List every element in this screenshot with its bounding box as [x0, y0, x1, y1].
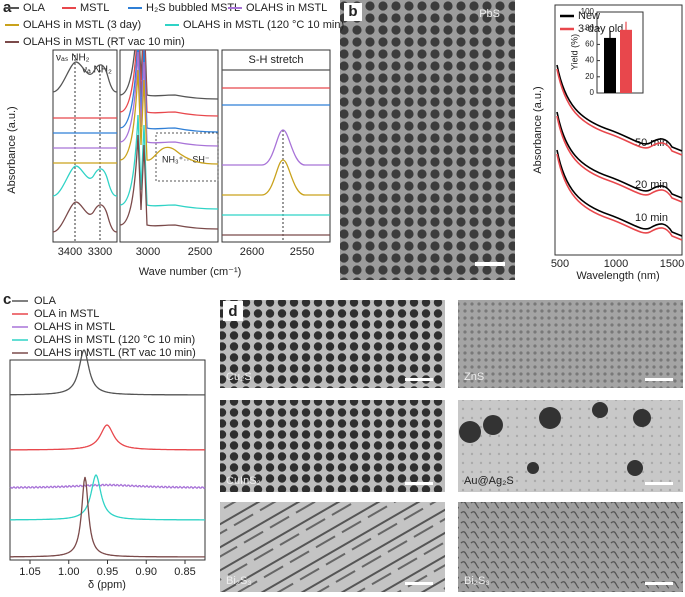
curve-label: 10 min: [635, 212, 668, 224]
x-tick-label: 2600: [240, 246, 264, 258]
legend-label: OLAHS in MSTL: [34, 321, 115, 333]
x-tick-label: 0.85: [174, 566, 195, 578]
legend-label: OLAHS in MSTL (120 °C 10 min): [183, 19, 344, 31]
legend-label: OLA: [23, 2, 46, 14]
x-label: δ (ppm): [88, 579, 126, 591]
x-tick-label: 2500: [188, 246, 212, 258]
x-tick-label: 1.05: [19, 566, 40, 578]
image-label: ZnS: [464, 371, 484, 383]
y-tick-label: 0: [590, 88, 595, 97]
annotation: νₐₛ NH₂: [56, 53, 90, 64]
x-tick-label: 3000: [136, 246, 160, 258]
spectrum: [120, 50, 218, 133]
y-label: Absorbance (a.u.): [6, 106, 18, 193]
panel-label: b: [348, 3, 357, 20]
x-label: Wavelength (nm): [576, 270, 659, 282]
spectrum: [120, 114, 218, 210]
annotation: NH₃⁺···SH⁻: [162, 154, 210, 164]
image-label: Bi₂S₃: [226, 575, 252, 587]
annotation: νₐ NH₂: [82, 65, 112, 76]
y-tick-label: 100: [581, 7, 595, 16]
panel-a: [52, 49, 331, 243]
legend-label: OLAHS in MSTL (RT vac 10 min): [23, 36, 185, 48]
spectrum: [556, 68, 683, 156]
x-tick-label: 1.00: [58, 566, 79, 578]
spectrum: [556, 115, 683, 203]
spectrum: [53, 61, 117, 93]
spectrum: [53, 201, 117, 233]
spectrum: [10, 424, 205, 451]
spectrum: [556, 153, 683, 241]
x-tick-label: 500: [551, 258, 569, 270]
y-tick-label: 60: [585, 40, 594, 49]
image-label: Bi₂S₃: [464, 575, 490, 587]
spectrum: [53, 165, 117, 197]
legend-label: OLA: [34, 295, 57, 307]
image-label: PbS: [479, 8, 500, 20]
x-tick-label: 0.95: [97, 566, 118, 578]
image-label: Cu₂S: [226, 371, 252, 383]
scale-bar: [475, 262, 505, 266]
spectrum: [120, 69, 218, 165]
spectrum: [120, 51, 218, 147]
x-tick-label: 3400: [58, 246, 82, 258]
inset-y-label: Yield (%): [569, 34, 579, 70]
y-label: Absorbance (a.u.): [532, 86, 544, 173]
legend-label: OLAHS in MSTL (RT vac 10 min): [34, 347, 196, 359]
spectrum: [9, 483, 206, 490]
bar: [620, 29, 632, 93]
spectrum: [556, 64, 683, 152]
legend-label: OLAHS in MSTL (3 day): [23, 19, 141, 31]
spectrum: [10, 473, 205, 521]
y-tick-label: 20: [585, 72, 594, 81]
spectrum: [120, 50, 218, 100]
panel-d-images: [220, 300, 683, 592]
legend-label: New: [578, 10, 600, 22]
y-tick-label: 80: [585, 23, 594, 32]
bar: [604, 37, 616, 93]
spectrum: [222, 159, 330, 196]
label-box: [223, 301, 243, 321]
legend-label: MSTL: [80, 2, 109, 14]
x-tick-label: 2550: [290, 246, 314, 258]
spectrum: [222, 129, 330, 166]
spectrum: [10, 348, 205, 396]
plot-frame: [554, 4, 683, 256]
y-tick-label: 40: [585, 56, 594, 65]
x-tick-label: 1000: [604, 258, 628, 270]
label-box: [344, 3, 362, 21]
image-label: Au@Ag₂S: [464, 475, 514, 487]
panel-label: c: [3, 291, 11, 308]
x-label: Wave number (cm⁻¹): [139, 266, 242, 278]
spectrum: [10, 476, 205, 558]
x-tick-label: 0.90: [136, 566, 157, 578]
legend-label: H₂S bubbled MSTL: [146, 2, 240, 14]
spectrum: [556, 149, 683, 237]
spectrum: [120, 134, 218, 230]
image-label: CuInS₂: [226, 475, 261, 487]
panel-label: d: [228, 303, 237, 320]
annotation: S-H stretch: [248, 54, 303, 66]
plot-frame: [9, 359, 206, 561]
curve-label: 20 min: [635, 179, 668, 191]
x-tick-label: 1500: [660, 258, 684, 270]
x-tick-label: 3300: [88, 246, 112, 258]
tem-image: [340, 0, 515, 280]
legend-label: OLAHS in MSTL (120 °C 10 min): [34, 334, 195, 346]
spectrum: [556, 111, 683, 199]
legend-label: OLAHS in MSTL: [246, 2, 327, 14]
legend-label: OLA in MSTL: [34, 308, 99, 320]
legend-label: 3-day old: [578, 23, 623, 35]
spectrum: [120, 50, 218, 117]
